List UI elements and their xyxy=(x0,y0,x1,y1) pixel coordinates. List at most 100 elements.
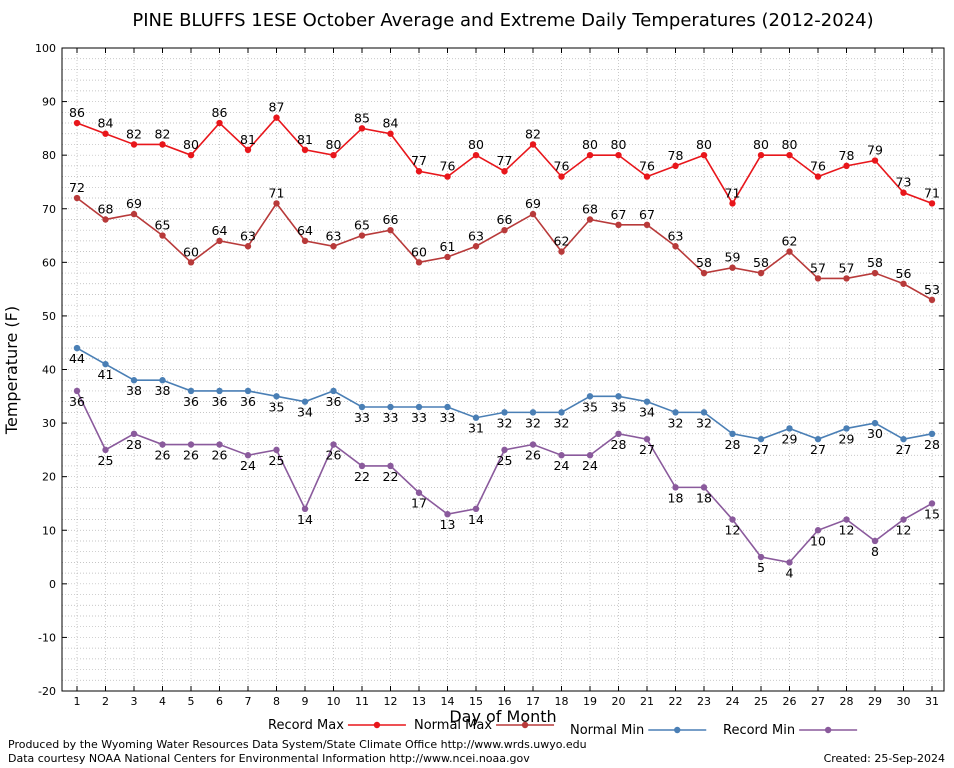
data-point xyxy=(729,516,736,523)
data-point xyxy=(244,243,252,250)
data-label: 26 xyxy=(183,448,199,463)
data-label: 80 xyxy=(468,137,484,152)
x-axis-title: Day of Month xyxy=(449,707,556,726)
data-point xyxy=(757,151,765,159)
data-label: 27 xyxy=(639,442,655,457)
data-point xyxy=(102,130,109,137)
data-point xyxy=(102,216,109,223)
data-label: 18 xyxy=(696,490,712,505)
data-label: 33 xyxy=(411,410,427,425)
data-point xyxy=(700,151,708,159)
x-tick-label: 11 xyxy=(355,695,369,708)
data-label: 28 xyxy=(924,437,940,452)
x-tick-label: 21 xyxy=(640,695,654,708)
data-label: 29 xyxy=(839,431,855,446)
data-label: 77 xyxy=(411,153,427,168)
legend-item: Normal Min xyxy=(570,723,707,738)
data-label: 63 xyxy=(468,228,484,243)
y-tick-label: -10 xyxy=(38,631,56,644)
data-label: 79 xyxy=(867,143,883,158)
data-label: 84 xyxy=(98,116,114,131)
data-label: 64 xyxy=(297,223,313,238)
data-point xyxy=(757,553,765,561)
footer-data-courtesy: Data courtesy NOAA National Centers for … xyxy=(8,752,530,765)
data-point xyxy=(330,387,337,395)
data-point xyxy=(501,409,508,416)
data-point xyxy=(216,237,223,245)
data-point xyxy=(358,232,366,239)
data-label: 87 xyxy=(269,100,285,115)
data-label: 26 xyxy=(155,448,171,463)
x-tick-label: 29 xyxy=(868,695,882,708)
data-point xyxy=(615,221,622,229)
y-tick-label: 70 xyxy=(42,203,56,216)
data-label: 35 xyxy=(582,399,598,414)
data-label: 27 xyxy=(753,442,769,457)
data-label: 64 xyxy=(212,223,228,238)
data-point xyxy=(130,377,138,384)
data-point xyxy=(130,430,138,437)
data-point xyxy=(871,419,879,427)
data-point xyxy=(330,151,337,159)
data-point xyxy=(558,452,565,459)
y-tick-label: 30 xyxy=(42,417,56,430)
x-tick-label: 18 xyxy=(555,695,569,708)
data-label: 68 xyxy=(98,201,114,216)
data-label: 24 xyxy=(240,458,256,473)
data-point xyxy=(387,226,394,234)
x-tick-label: 19 xyxy=(583,695,597,708)
data-point xyxy=(501,226,508,234)
x-tick-label: 13 xyxy=(412,695,426,708)
data-point xyxy=(928,430,936,437)
x-tick-label: 24 xyxy=(726,695,740,708)
data-label: 34 xyxy=(297,405,313,420)
data-point xyxy=(586,452,594,459)
data-point xyxy=(558,409,565,416)
data-point xyxy=(643,221,651,229)
data-point xyxy=(786,425,793,432)
data-label: 71 xyxy=(725,185,741,200)
data-label: 63 xyxy=(240,228,256,243)
data-point xyxy=(814,435,822,443)
x-tick-label: 22 xyxy=(669,695,683,708)
legend-label: Record Min xyxy=(723,723,795,738)
x-tick-label: 9 xyxy=(302,695,309,708)
data-label: 25 xyxy=(497,453,513,468)
data-label: 28 xyxy=(126,437,142,452)
data-label: 62 xyxy=(782,234,798,249)
x-tick-label: 6 xyxy=(216,695,223,708)
x-tick-label: 26 xyxy=(783,695,797,708)
data-point xyxy=(216,441,223,448)
data-point xyxy=(472,151,480,159)
data-label: 66 xyxy=(383,212,399,227)
data-point xyxy=(928,200,936,207)
data-point xyxy=(73,344,81,352)
series-normal-max: 72 68 69 65 60 64 63 71 64 63 65 66 60 61 63 66 69 62 68 67… xyxy=(69,180,940,304)
data-label: 13 xyxy=(440,517,456,532)
data-point xyxy=(643,173,651,180)
data-label: 27 xyxy=(810,442,826,457)
data-point xyxy=(615,151,622,159)
data-label: 15 xyxy=(924,506,940,521)
data-label: 82 xyxy=(126,126,142,141)
x-tick-label: 14 xyxy=(441,695,455,708)
data-label: 80 xyxy=(582,137,598,152)
data-label: 28 xyxy=(611,437,627,452)
data-point xyxy=(558,248,565,255)
data-label: 62 xyxy=(554,234,570,249)
data-label: 18 xyxy=(668,490,684,505)
data-point xyxy=(73,387,81,395)
data-label: 33 xyxy=(354,410,370,425)
data-label: 44 xyxy=(69,351,85,366)
data-point xyxy=(130,141,138,148)
data-point xyxy=(415,403,423,411)
data-point xyxy=(786,248,793,255)
data-point xyxy=(187,387,195,395)
data-label: 65 xyxy=(354,218,370,233)
legend-label: Normal Max xyxy=(414,718,492,733)
data-point xyxy=(900,516,907,523)
data-label: 80 xyxy=(753,137,769,152)
data-point xyxy=(330,441,337,448)
data-label: 66 xyxy=(497,212,513,227)
